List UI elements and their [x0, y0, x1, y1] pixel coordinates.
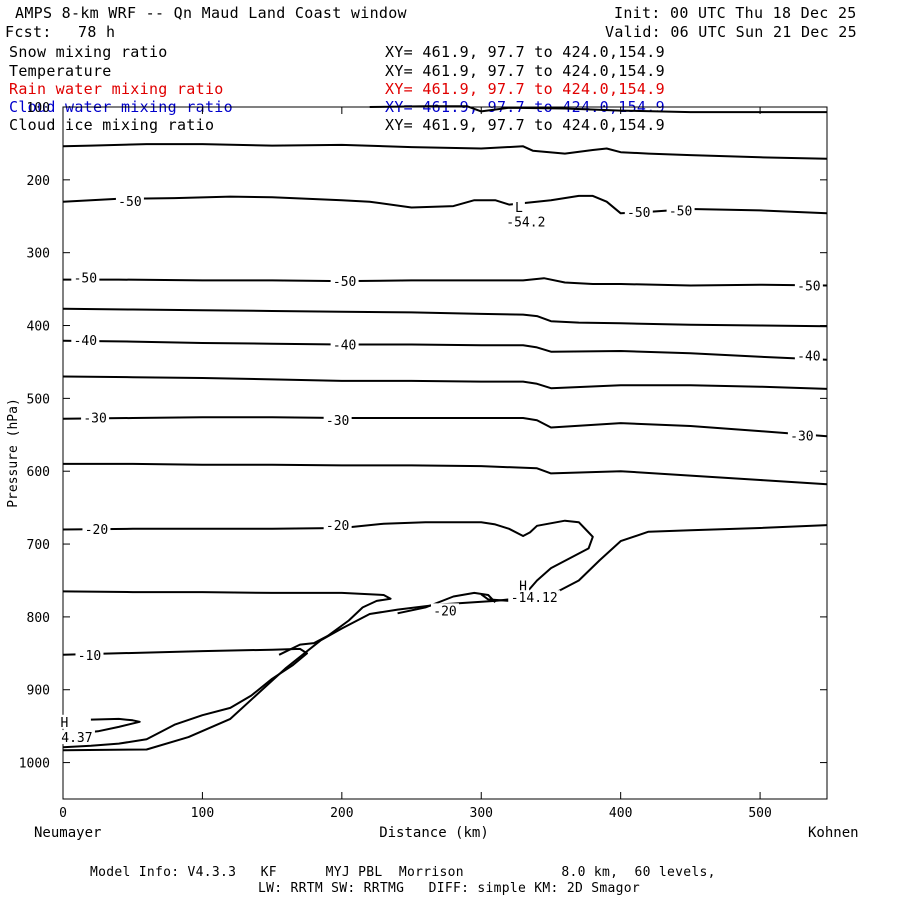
isotherm-contour [62, 647, 308, 749]
isotherm-contour [62, 339, 828, 361]
contour-label: -50 [669, 204, 692, 219]
contour-label: -50 [118, 195, 141, 210]
contour-label: -50 [333, 275, 356, 290]
label-mask [81, 410, 110, 425]
contour-label: H [60, 716, 68, 731]
field-xy: XY= 461.9, 97.7 to 424.0,154.9 [385, 116, 665, 134]
label-mask [330, 337, 359, 352]
plot-frame [62, 106, 828, 800]
y-tick-label: 1000 [19, 757, 50, 772]
isotherm-contour [62, 307, 828, 328]
y-tick-label: 800 [27, 611, 50, 626]
label-mask [58, 730, 95, 745]
contour-label: -30 [83, 411, 106, 426]
label-mask [330, 274, 359, 289]
label-mask [431, 603, 459, 618]
label-mask [794, 278, 823, 293]
valid-time: Valid: 06 UTC Sun 21 Dec 25 [605, 23, 857, 41]
field-xy: XY= 461.9, 97.7 to 424.0,154.9 [385, 80, 665, 98]
label-mask [794, 348, 823, 363]
isotherm-contour [62, 143, 828, 160]
contour-label: -50 [797, 279, 820, 294]
x-tick-label: 0 [59, 806, 67, 821]
label-mask [512, 199, 525, 214]
x-tick-label: 100 [191, 806, 214, 821]
label-mask [508, 590, 561, 605]
label-mask [666, 203, 695, 218]
label-mask [624, 204, 653, 219]
x-tick-label: 200 [330, 806, 353, 821]
label-mask [115, 193, 144, 208]
end-location-label: Kohnen [808, 825, 859, 841]
contour-label: -30 [326, 414, 349, 429]
label-mask [323, 413, 352, 428]
y-tick-label: 500 [27, 392, 50, 407]
isotherm-contour [62, 590, 392, 656]
plot-title: AMPS 8-km WRF -- Qn Maud Land Coast wind… [15, 4, 407, 22]
label-mask [71, 270, 100, 285]
contour-label: -20 [433, 604, 456, 619]
x-tick-label: 400 [609, 806, 632, 821]
field-xy: XY= 461.9, 97.7 to 424.0,154.9 [385, 43, 665, 61]
contour-label: -20 [85, 523, 108, 538]
x-axis-label: Distance (km) [379, 825, 489, 841]
contour-label: H [519, 580, 527, 595]
label-mask [82, 521, 111, 536]
contour-label: L [515, 201, 523, 216]
contour-label: -30 [790, 430, 813, 445]
y-tick-label: 200 [27, 174, 50, 189]
model-info: Model Info: V4.3.3 KF MYJ PBL Morrison 8… [90, 865, 716, 880]
field-name: Snow mixing ratio [9, 43, 168, 61]
field-name: Temperature [9, 62, 112, 80]
init-time: Init: 00 UTC Thu 18 Dec 25 [614, 4, 857, 22]
isotherm-contour [62, 524, 828, 752]
contour-label: -50 [74, 271, 97, 286]
label-mask [71, 333, 100, 348]
isotherm-contour [63, 277, 828, 287]
isotherm-contour [62, 375, 828, 390]
y-tick-label: 700 [27, 538, 50, 553]
start-location-label: Neumayer [34, 825, 101, 841]
contour-label: -20 [326, 519, 349, 534]
label-mask [58, 714, 71, 729]
y-tick-label: 400 [27, 320, 50, 335]
y-tick-label: 600 [27, 465, 50, 480]
y-axis-label: Pressure (hPa) [6, 398, 21, 508]
isotherm-contour [62, 416, 828, 438]
forecast-label: Fcst: [5, 23, 52, 41]
contour-label: -14.12 [511, 591, 558, 606]
forecast-hour: 78 h [78, 23, 116, 41]
field-name: Cloud ice mixing ratio [9, 116, 215, 134]
contour-label: -54.2 [506, 215, 545, 230]
x-tick-label: 300 [470, 806, 493, 821]
x-tick-label: 500 [748, 806, 771, 821]
contour-label: -40 [333, 338, 356, 353]
isotherm-contour [90, 717, 141, 733]
contour-label: -50 [627, 206, 650, 221]
isotherm-contour [397, 591, 496, 615]
contour-label: -40 [797, 349, 820, 364]
label-mask [75, 647, 104, 662]
contour-label: 4.37 [61, 731, 92, 746]
physics-info: LW: RRTM SW: RRTMG DIFF: simple KM: 2D S… [258, 881, 640, 896]
field-name: Rain water mixing ratio [9, 80, 224, 98]
field-xy: XY= 461.9, 97.7 to 424.0,154.9 [385, 62, 665, 80]
isotherm-contour [63, 462, 828, 486]
y-tick-label: 900 [27, 684, 50, 699]
label-mask [787, 428, 816, 443]
isotherm-contour [369, 105, 827, 114]
isotherm-contour [62, 194, 828, 215]
label-mask [503, 214, 548, 229]
y-tick-label: 100 [27, 101, 50, 116]
y-tick-label: 300 [27, 247, 50, 262]
contour-label: -40 [74, 334, 97, 349]
contour-label: -10 [78, 649, 101, 664]
label-mask [323, 518, 352, 533]
label-mask [517, 578, 530, 593]
